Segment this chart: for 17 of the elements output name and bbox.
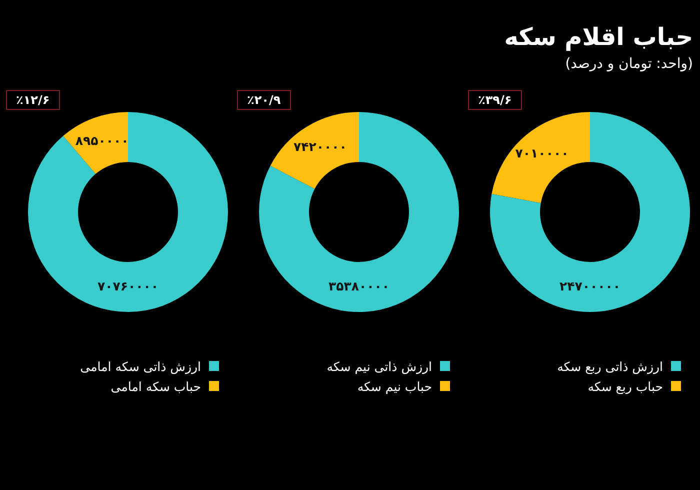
text: ٪۳۹/۶ <box>468 90 522 110</box>
legend-label: ارزش ذاتی نیم سکه <box>326 358 432 374</box>
data-label: ۷۰۷۶۰۰۰۰ <box>97 278 159 294</box>
data-label: ۷۴۲۰۰۰۰ <box>293 139 347 154</box>
legend-label: حباب نیم سکه <box>357 378 432 394</box>
chart-subtitle: (واحد: تومان و درصد) <box>565 55 693 74</box>
legend-label: ارزش ذاتی سکه امامی <box>80 358 201 374</box>
text: ٪۱۲/۶ <box>6 90 60 110</box>
legend-label: حباب سکه امامی <box>110 378 201 394</box>
data-label: ۲۴۷۰۰۰۰۰ <box>559 278 621 294</box>
legend-label: حباب ربع سکه <box>588 378 663 394</box>
data-label: ۷۰۱۰۰۰۰ <box>515 146 569 161</box>
data-label: ۸۹۵۰۰۰۰ <box>75 132 129 148</box>
data-label: ۳۵۳۸۰۰۰۰ <box>328 278 390 294</box>
legend-label: ارزش ذاتی ربع سکه <box>557 358 663 374</box>
text: ٪۲۰/۹ <box>237 90 291 110</box>
chart-title: حباب اقلام سکه <box>504 22 693 52</box>
